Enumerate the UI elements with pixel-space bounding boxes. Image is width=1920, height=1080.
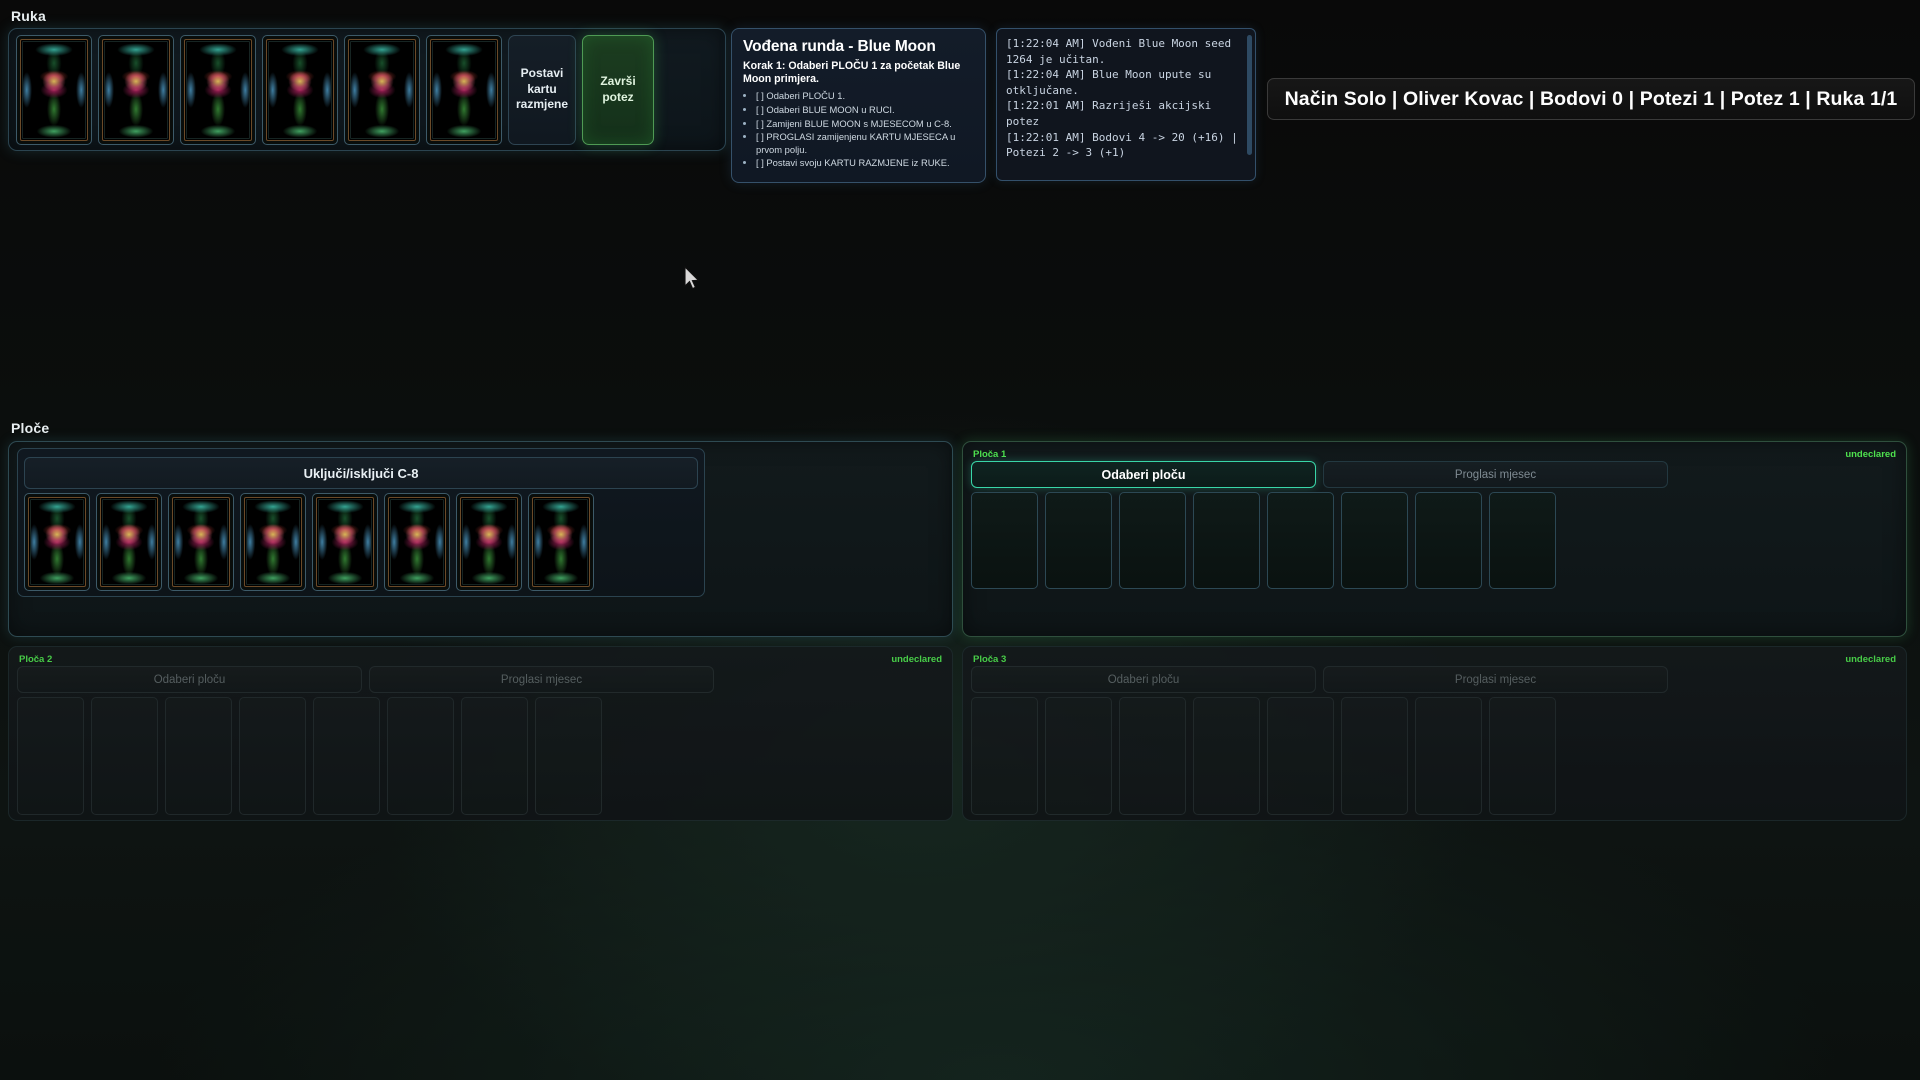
- mouse-cursor: [684, 266, 700, 290]
- hand-section: Ruka Postavi kartu razmjene Završi potez: [8, 8, 726, 151]
- board-card-5[interactable]: [312, 493, 378, 591]
- board-card-1[interactable]: [24, 493, 90, 591]
- board-1-slot-5[interactable]: [1267, 492, 1334, 589]
- board-3-select-button[interactable]: Odaberi ploču: [971, 666, 1316, 693]
- board-3-slot-4[interactable]: [1193, 697, 1260, 815]
- boards-section: Ploče Uključi/isključi C-8: [8, 420, 1912, 821]
- board-2-slot-8[interactable]: [535, 697, 602, 815]
- log-line: [1:22:01 AM] Bodovi 4 -> 20 (+16) | Pote…: [1006, 130, 1245, 160]
- status-bar: Način Solo | Oliver Kovac | Bodovi 0 | P…: [1267, 78, 1915, 120]
- board-3-slot-2[interactable]: [1045, 697, 1112, 815]
- checklist-item: [ ] PROGLASI zamijenjenu KARTU MJESECA u…: [756, 131, 974, 156]
- active-board-inner: Uključi/isključi C-8: [17, 448, 705, 597]
- hand-card-3[interactable]: [180, 34, 256, 145]
- checklist-item: [ ] Postavi svoju KARTU RAZMJENE iz RUKE…: [756, 157, 974, 170]
- board-2-slot-2[interactable]: [91, 697, 158, 815]
- board-panel-2: Ploča 2 undeclared Odaberi ploču Proglas…: [8, 646, 953, 821]
- set-exchange-card-button[interactable]: Postavi kartu razmjene: [508, 34, 576, 145]
- board-3-slot-1[interactable]: [971, 697, 1038, 815]
- board-1-slot-7[interactable]: [1415, 492, 1482, 589]
- game-log-panel: [1:22:04 AM] Vođeni Blue Moon seed 1264 …: [996, 28, 1256, 181]
- board-3-slot-3[interactable]: [1119, 697, 1186, 815]
- board-1-slot-2[interactable]: [1045, 492, 1112, 589]
- guided-checklist: [ ] Odaberi PLOČU 1. [ ] Odaberi BLUE MO…: [743, 90, 974, 170]
- hand-card-6[interactable]: [426, 34, 502, 145]
- boards-title: Ploče: [11, 420, 50, 436]
- board-panel-3: Ploča 3 undeclared Odaberi ploču Proglas…: [962, 646, 1907, 821]
- board-1-state-badge: undeclared: [1845, 449, 1896, 460]
- end-turn-button[interactable]: Završi potez: [582, 34, 654, 145]
- board-2-declare-moon-button[interactable]: Proglasi mjesec: [369, 666, 714, 693]
- board-3-header: Ploča 3 undeclared: [971, 653, 1898, 666]
- board-3-declare-moon-button[interactable]: Proglasi mjesec: [1323, 666, 1668, 693]
- checklist-item: [ ] Odaberi PLOČU 1.: [756, 90, 974, 103]
- boards-grid: Uključi/isključi C-8 Ploča 1 undeclared: [8, 441, 1912, 821]
- board-1-slots: [971, 492, 1898, 589]
- board-1-name: Ploča 1: [973, 449, 1007, 460]
- board-3-slot-8[interactable]: [1489, 697, 1556, 815]
- board-2-select-button[interactable]: Odaberi ploču: [17, 666, 362, 693]
- board-2-slot-7[interactable]: [461, 697, 528, 815]
- board-3-slot-5[interactable]: [1267, 697, 1334, 815]
- board-1-buttons: Odaberi ploču Proglasi mjesec: [971, 461, 1898, 488]
- board-card-3[interactable]: [168, 493, 234, 591]
- guided-round-panel: Vođena runda - Blue Moon Korak 1: Odaber…: [731, 28, 986, 183]
- hand-card-2[interactable]: [98, 34, 174, 145]
- board-card-4[interactable]: [240, 493, 306, 591]
- board-3-state-badge: undeclared: [1845, 654, 1896, 665]
- board-2-name: Ploča 2: [19, 654, 53, 665]
- checklist-item: [ ] Odaberi BLUE MOON u RUCI.: [756, 104, 974, 117]
- board-2-slot-5[interactable]: [313, 697, 380, 815]
- board-card-6[interactable]: [384, 493, 450, 591]
- board-1-select-button[interactable]: Odaberi ploču: [971, 461, 1316, 488]
- board-1-slot-3[interactable]: [1119, 492, 1186, 589]
- checklist-item: [ ] Zamijeni BLUE MOON s MJESECOM u C-8.: [756, 118, 974, 131]
- hand-card-4[interactable]: [262, 34, 338, 145]
- board-2-header: Ploča 2 undeclared: [17, 653, 944, 666]
- log-line: [1:22:04 AM] Blue Moon upute su otključa…: [1006, 68, 1218, 97]
- board-2-slot-4[interactable]: [239, 697, 306, 815]
- board-1-slot-1[interactable]: [971, 492, 1038, 589]
- board-1-slot-8[interactable]: [1489, 492, 1556, 589]
- board-1-declare-moon-button[interactable]: Proglasi mjesec: [1323, 461, 1668, 488]
- hand-panel: Postavi kartu razmjene Završi potez: [8, 28, 726, 151]
- guided-title: Vođena runda - Blue Moon: [743, 38, 936, 55]
- hand-card-1[interactable]: [16, 34, 92, 145]
- board-1-slot-6[interactable]: [1341, 492, 1408, 589]
- board-3-slot-6[interactable]: [1341, 697, 1408, 815]
- hand-card-5[interactable]: [344, 34, 420, 145]
- board-2-slot-1[interactable]: [17, 697, 84, 815]
- board-1-slot-4[interactable]: [1193, 492, 1260, 589]
- active-board-cards: [24, 493, 698, 591]
- board-2-state-badge: undeclared: [891, 654, 942, 665]
- board-2-buttons: Odaberi ploču Proglasi mjesec: [17, 666, 944, 693]
- log-line: [1:22:04 AM] Vođeni Blue Moon seed 1264 …: [1006, 37, 1238, 66]
- board-panel-1: Ploča 1 undeclared Odaberi ploču Proglas…: [962, 441, 1907, 637]
- guided-step: Korak 1: Odaberi PLOČU 1 za početak Blue…: [743, 60, 961, 86]
- board-3-slot-7[interactable]: [1415, 697, 1482, 815]
- board-3-name: Ploča 3: [973, 654, 1007, 665]
- toggle-c8-button[interactable]: Uključi/isključi C-8: [24, 457, 698, 489]
- board-1-header: Ploča 1 undeclared: [971, 448, 1898, 461]
- board-2-slot-6[interactable]: [387, 697, 454, 815]
- board-card-7[interactable]: [456, 493, 522, 591]
- board-2-slot-3[interactable]: [165, 697, 232, 815]
- board-3-slots: [971, 697, 1898, 815]
- board-card-8[interactable]: [528, 493, 594, 591]
- board-card-2[interactable]: [96, 493, 162, 591]
- log-line: [1:22:01 AM] Razriješi akcijski potez: [1006, 99, 1218, 129]
- board-2-slots: [17, 697, 944, 815]
- active-board-panel: Uključi/isključi C-8: [8, 441, 953, 637]
- hand-title: Ruka: [11, 8, 47, 24]
- log-scrollbar[interactable]: [1247, 35, 1252, 155]
- board-3-buttons: Odaberi ploču Proglasi mjesec: [971, 666, 1898, 693]
